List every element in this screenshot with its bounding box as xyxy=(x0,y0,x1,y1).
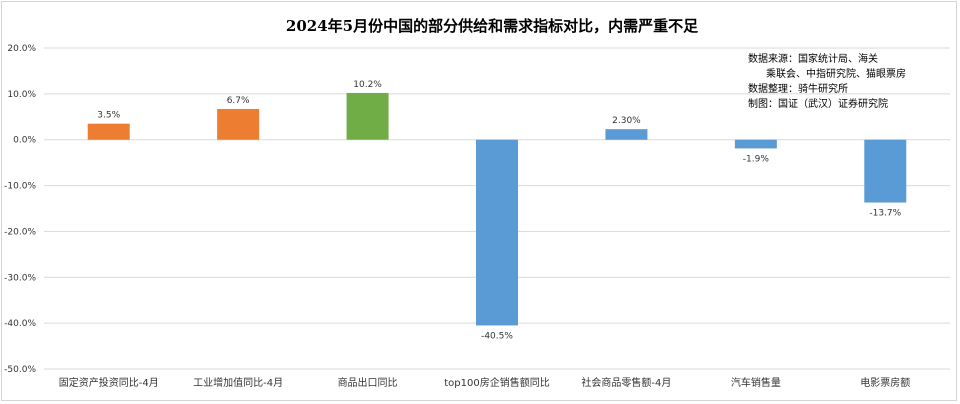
y-tick-label: 20.0% xyxy=(7,44,36,54)
data-label: -1.9% xyxy=(743,154,770,164)
x-axis: 固定资产投资同比-4月 工业增加值同比-4月 商品出口同比 top100房企销售额同比… xyxy=(59,376,911,389)
data-labels: 3.5% 6.7% 10.2% -40.5% 2.30% -1.9% -13.7% xyxy=(97,80,901,341)
bar xyxy=(217,108,260,140)
source-notes: 数据来源：国家统计局、海关 乘联会、中指研究院、猫眼票房 数据整理：骑牛研究所 … xyxy=(748,52,906,110)
y-tick-label: -10.0% xyxy=(4,182,36,192)
bars xyxy=(87,92,907,326)
source-note-line: 数据来源：国家统计局、海关 xyxy=(748,52,878,65)
y-axis: 20.0% 10.0% 0.0% -10.0% -20.0% -30.0% -40.0% -5… xyxy=(4,44,36,375)
x-tick-label: 电影票房额 xyxy=(860,376,910,389)
y-tick-label: 0.0% xyxy=(13,136,36,146)
x-tick-label: 工业增加值同比-4月 xyxy=(193,376,283,389)
bar xyxy=(476,139,518,326)
source-note-line: 乘联会、中指研究院、猫眼票房 xyxy=(766,67,906,80)
x-tick-label: 固定资产投资同比-4月 xyxy=(59,376,159,389)
data-label: 3.5% xyxy=(97,111,120,121)
y-tick-label: -50.0% xyxy=(4,365,36,375)
bar xyxy=(346,92,389,140)
y-tick-label: -20.0% xyxy=(4,227,36,237)
x-tick-label: 商品出口同比 xyxy=(338,376,398,389)
source-note-line: 制图：国证（武汉）证券研究院 xyxy=(748,97,888,110)
gridlines xyxy=(44,47,950,370)
y-tick-label: -30.0% xyxy=(4,273,36,283)
x-tick-label: 社会商品零售额-4月 xyxy=(581,376,671,389)
bar xyxy=(864,139,907,203)
x-tick-label: top100房企销售额同比 xyxy=(444,376,549,389)
data-label: -13.7% xyxy=(869,209,901,219)
x-tick-label: 汽车销售量 xyxy=(731,376,781,389)
bar xyxy=(87,123,130,140)
data-label: -40.5% xyxy=(481,331,513,341)
y-tick-label: 10.0% xyxy=(7,90,36,100)
data-label: 10.2% xyxy=(353,80,382,90)
source-note-line: 数据整理：骑牛研究所 xyxy=(748,82,848,95)
bar xyxy=(734,139,777,149)
bar xyxy=(605,129,648,140)
data-label: 6.7% xyxy=(227,96,250,106)
chart-title: 2024年5月份中国的部分供给和需求指标对比，内需严重不足 xyxy=(286,17,699,35)
y-tick-label: -40.0% xyxy=(4,319,36,329)
data-label: 2.30% xyxy=(612,116,641,126)
